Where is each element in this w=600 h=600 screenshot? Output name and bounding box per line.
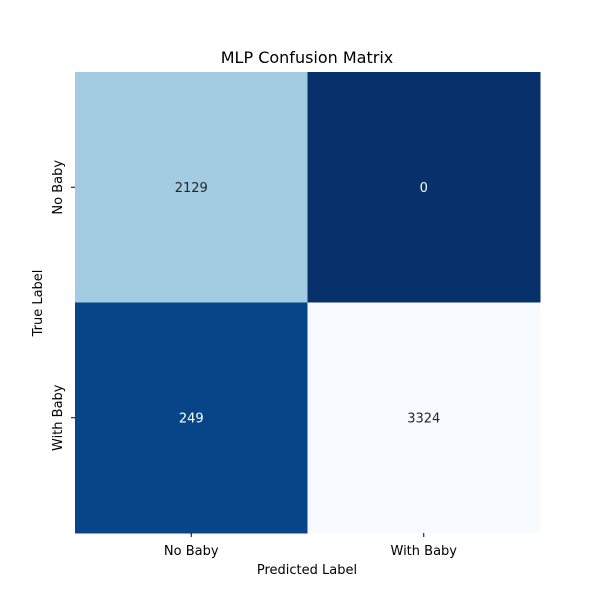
heatmap-cell-r0-c1 [307,72,541,303]
heatmap-cell-r0-c0 [75,72,308,303]
heatmap-cell-label-r0-c0: 2129 [175,181,208,196]
heatmap-cell-label-r1-c0: 249 [179,411,204,426]
chart-title: MLP Confusion Matrix [221,48,394,67]
heatmap-cell-r1-c0 [75,302,308,534]
heatmap-cell-labels: 2129 0 249 3324 [175,181,441,427]
y-axis-ticks: No Baby With Baby [51,160,75,451]
x-axis-ticks: No Baby With Baby [164,533,457,559]
heatmap-cells [75,72,541,534]
x-tick-label-1: With Baby [391,544,458,559]
x-axis-label: Predicted Label [257,563,357,578]
y-tick-label-1: With Baby [51,384,66,451]
y-tick-label-0: No Baby [51,160,66,215]
y-axis-label: True Label [31,270,46,338]
heatmap-cell-label-r1-c1: 3324 [407,411,440,426]
x-tick-label-0: No Baby [164,544,219,559]
heatmap-cell-r1-c1 [307,302,541,534]
heatmap-cell-label-r0-c1: 0 [420,181,428,196]
